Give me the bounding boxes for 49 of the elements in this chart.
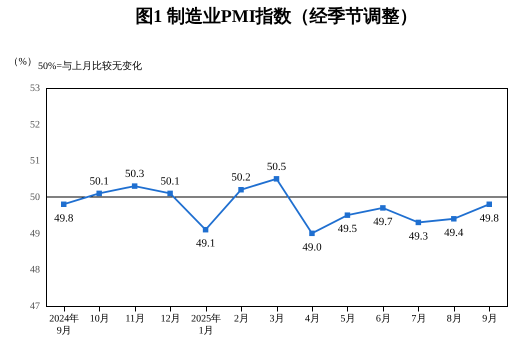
point	[238, 186, 244, 192]
y-tick-label: 48	[30, 264, 40, 276]
point	[132, 183, 138, 189]
x-tick-label: 6月	[376, 314, 391, 324]
point	[96, 190, 102, 196]
text: 50%=与上月比较无变化	[38, 60, 142, 72]
x-tick-label: 9月	[482, 314, 498, 324]
data-label: 49.8	[480, 212, 500, 224]
x-tick-label: 2025年 1月	[191, 312, 222, 336]
x-tick-label: 10月	[90, 314, 110, 324]
x-tick-label: 5月	[340, 314, 356, 324]
point	[416, 220, 422, 226]
data-label: 50.1	[90, 175, 109, 188]
x-tick-label: 4月	[304, 314, 320, 324]
y-tick-label: 47	[30, 301, 40, 312]
point	[344, 212, 350, 218]
y-tick-label: 50	[30, 192, 40, 203]
data-label: 50.5	[266, 160, 287, 173]
x-tick-label: 2024年 9月	[49, 312, 80, 336]
point	[202, 226, 208, 232]
y-tick-label: 51	[30, 156, 40, 167]
x-tick-label: 8月	[446, 314, 462, 324]
data-label: 50.1	[160, 175, 180, 188]
y-tick-label: 53	[30, 83, 40, 94]
point	[274, 176, 280, 182]
y-axis-title: （%）	[8, 56, 37, 68]
x-tick-label: 7月	[411, 314, 426, 324]
data-label: 49.7	[373, 216, 394, 228]
data-label: 49.0	[302, 241, 322, 254]
point	[451, 216, 457, 222]
point	[486, 202, 492, 208]
point	[309, 230, 315, 236]
x-tick-label: 12月	[160, 314, 181, 324]
data-label: 50.2	[231, 172, 251, 184]
data-label: 49.5	[338, 223, 358, 236]
data-label: 49.8	[54, 212, 74, 224]
point	[60, 202, 66, 208]
x-tick-label: 3月	[270, 314, 284, 324]
data-label: 49.1	[196, 238, 216, 250]
data-label: 49.4	[444, 226, 464, 239]
point	[167, 190, 173, 196]
chart-title: 图1 制造业PMI指数（经季节调整）	[135, 6, 418, 26]
point	[380, 205, 386, 211]
x-tick-label: 11月	[125, 314, 145, 324]
y-tick-label: 52	[30, 119, 40, 130]
data-label: 49.3	[408, 230, 428, 242]
x-tick-label: 2月	[234, 314, 250, 324]
data-label: 50.3	[125, 168, 145, 180]
y-tick-label: 49	[30, 228, 40, 240]
